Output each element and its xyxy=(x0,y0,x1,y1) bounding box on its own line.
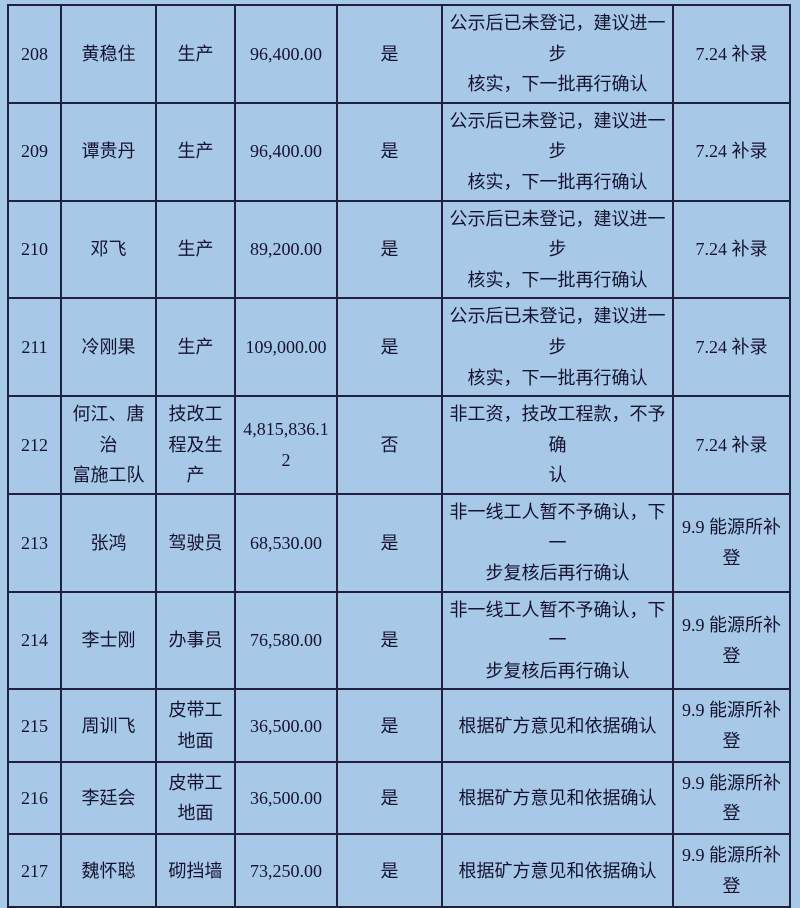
cell-amount: 73,250.00 xyxy=(234,833,338,908)
table-row: 216 李廷会 皮带工 地面 36,500.00 是 根据矿方意见和依据确认 9… xyxy=(7,761,791,836)
cell-remark: 非一线工人暂不予确认，下一 步复核后再行确认 xyxy=(441,590,674,691)
cell-confirm: 是 xyxy=(336,688,443,764)
cell-note: 7.24 补录 xyxy=(672,4,791,104)
cell-confirm: 是 xyxy=(336,4,443,104)
table-row: 213 张鸿 驾驶员 68,530.00 是 非一线工人暂不予确认，下一 步复核… xyxy=(7,492,791,593)
table-row: 212 何江、唐治 富施工队 技改工 程及生 产 4,815,836.12 否 … xyxy=(7,395,791,495)
cell-name: 谭贵丹 xyxy=(60,101,157,202)
cell-job: 皮带工 地面 xyxy=(155,761,236,836)
table-row: 215 周训飞 皮带工 地面 36,500.00 是 根据矿方意见和依据确认 9… xyxy=(7,688,791,764)
cell-note: 9.9 能源所补 登 xyxy=(672,688,791,764)
cell-name: 冷刚果 xyxy=(60,297,157,398)
cell-amount: 68,530.00 xyxy=(234,492,338,593)
cell-note: 9.9 能源所补 登 xyxy=(672,761,791,836)
cell-remark: 非工资，技改工程款，不予确 认 xyxy=(441,395,674,495)
cell-name: 何江、唐治 富施工队 xyxy=(60,395,157,495)
cell-note: 9.9 能源所补 登 xyxy=(672,590,791,691)
cell-seq: 213 xyxy=(7,492,62,593)
cell-amount: 96,400.00 xyxy=(234,4,338,104)
cell-confirm: 是 xyxy=(336,101,443,202)
cell-note: 7.24 补录 xyxy=(672,101,791,202)
cell-name: 邓飞 xyxy=(60,199,157,300)
table-row: 217 魏怀聪 砌挡墙 73,250.00 是 根据矿方意见和依据确认 9.9 … xyxy=(7,833,791,908)
cell-remark: 公示后已未登记，建议进一步 核实，下一批再行确认 xyxy=(441,297,674,398)
cell-confirm: 是 xyxy=(336,833,443,908)
cell-job: 驾驶员 xyxy=(155,492,236,593)
cell-amount: 36,500.00 xyxy=(234,688,338,764)
cell-name: 魏怀聪 xyxy=(60,833,157,908)
table-row: 211 冷刚果 生产 109,000.00 是 公示后已未登记，建议进一步 核实… xyxy=(7,297,791,398)
cell-confirm: 是 xyxy=(336,297,443,398)
cell-note: 7.24 补录 xyxy=(672,395,791,495)
cell-name: 周训飞 xyxy=(60,688,157,764)
cell-name: 李廷会 xyxy=(60,761,157,836)
cell-job: 办事员 xyxy=(155,590,236,691)
cell-amount: 96,400.00 xyxy=(234,101,338,202)
cell-amount: 76,580.00 xyxy=(234,590,338,691)
cell-seq: 216 xyxy=(7,761,62,836)
cell-confirm: 是 xyxy=(336,199,443,300)
cell-seq: 211 xyxy=(7,297,62,398)
cell-remark: 公示后已未登记，建议进一步 核实，下一批再行确认 xyxy=(441,199,674,300)
cell-job: 生产 xyxy=(155,4,236,104)
cell-confirm: 是 xyxy=(336,492,443,593)
cell-remark: 非一线工人暂不予确认，下一 步复核后再行确认 xyxy=(441,492,674,593)
cell-amount: 89,200.00 xyxy=(234,199,338,300)
cell-seq: 210 xyxy=(7,199,62,300)
cell-confirm: 否 xyxy=(336,395,443,495)
cell-job: 生产 xyxy=(155,297,236,398)
cell-name: 黄稳住 xyxy=(60,4,157,104)
table-row: 209 谭贵丹 生产 96,400.00 是 公示后已未登记，建议进一步 核实，… xyxy=(7,101,791,202)
cell-job: 生产 xyxy=(155,101,236,202)
cell-amount: 109,000.00 xyxy=(234,297,338,398)
table-row: 208 黄稳住 生产 96,400.00 是 公示后已未登记，建议进一步 核实，… xyxy=(7,4,791,104)
cell-confirm: 是 xyxy=(336,761,443,836)
cell-seq: 212 xyxy=(7,395,62,495)
cell-amount: 4,815,836.12 xyxy=(234,395,338,495)
cell-note: 9.9 能源所补 登 xyxy=(672,492,791,593)
cell-job: 技改工 程及生 产 xyxy=(155,395,236,495)
cell-name: 张鸿 xyxy=(60,492,157,593)
table-row: 214 李士刚 办事员 76,580.00 是 非一线工人暂不予确认，下一 步复… xyxy=(7,590,791,691)
cell-seq: 217 xyxy=(7,833,62,908)
cell-seq: 208 xyxy=(7,4,62,104)
cell-note: 7.24 补录 xyxy=(672,297,791,398)
cell-remark: 公示后已未登记，建议进一步 核实，下一批再行确认 xyxy=(441,4,674,104)
cell-note: 9.9 能源所补 登 xyxy=(672,833,791,908)
cell-remark: 公示后已未登记，建议进一步 核实，下一批再行确认 xyxy=(441,101,674,202)
cell-seq: 215 xyxy=(7,688,62,764)
cell-confirm: 是 xyxy=(336,590,443,691)
cell-job: 生产 xyxy=(155,199,236,300)
table-row: 210 邓飞 生产 89,200.00 是 公示后已未登记，建议进一步 核实，下… xyxy=(7,199,791,300)
cell-job: 皮带工 地面 xyxy=(155,688,236,764)
cell-note: 7.24 补录 xyxy=(672,199,791,300)
cell-remark: 根据矿方意见和依据确认 xyxy=(441,761,674,836)
cell-job: 砌挡墙 xyxy=(155,833,236,908)
cell-name: 李士刚 xyxy=(60,590,157,691)
cell-amount: 36,500.00 xyxy=(234,761,338,836)
cell-seq: 214 xyxy=(7,590,62,691)
cell-remark: 根据矿方意见和依据确认 xyxy=(441,688,674,764)
cell-remark: 根据矿方意见和依据确认 xyxy=(441,833,674,908)
payroll-table: 208 黄稳住 生产 96,400.00 是 公示后已未登记，建议进一步 核实，… xyxy=(7,4,791,908)
cell-seq: 209 xyxy=(7,101,62,202)
